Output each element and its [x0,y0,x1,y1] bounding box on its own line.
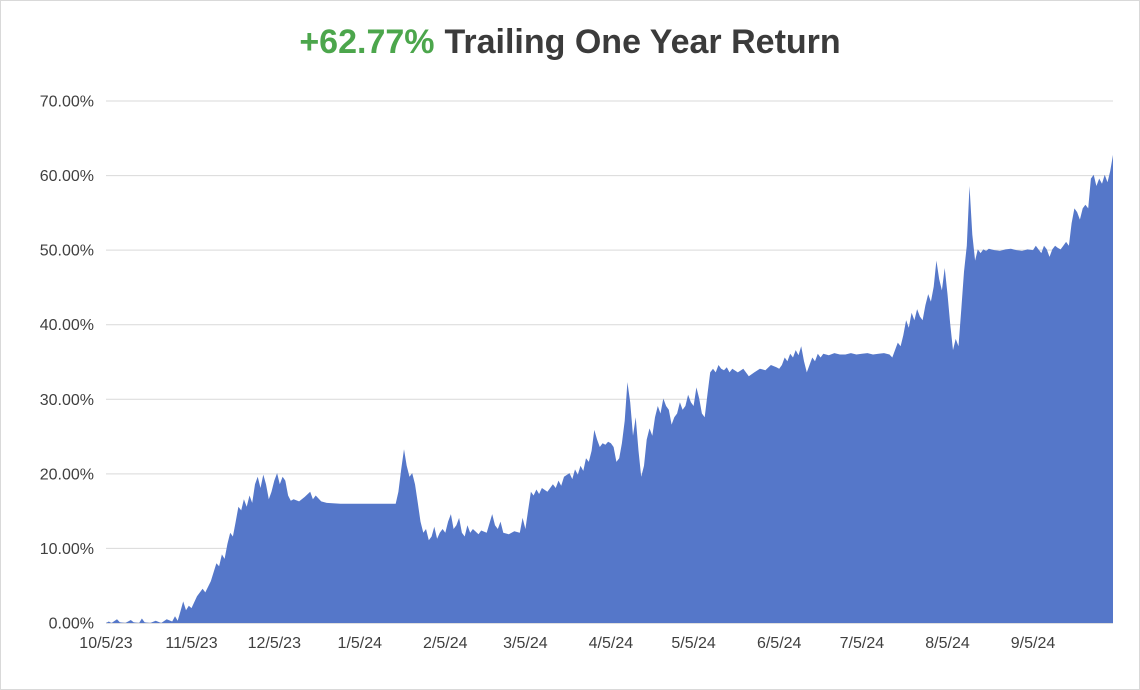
y-tick-label: 0.00% [49,616,94,633]
y-tick-label: 20.00% [40,466,94,483]
title-highlight-value: +62.77% [299,23,435,61]
x-tick-label: 6/5/24 [757,635,802,652]
y-tick-label: 10.00% [40,541,94,558]
y-tick-label: 60.00% [40,168,94,185]
x-tick-label: 10/5/23 [79,635,132,652]
x-tick-label: 8/5/24 [925,635,970,652]
x-tick-label: 4/5/24 [589,635,634,652]
title-text: Trailing One Year Return [444,23,841,61]
x-tick-label: 2/5/24 [423,635,468,652]
x-axis-labels: 10/5/23 11/5/23 12/5/23 1/5/24 2/5/24 3/5/24 4… [79,635,1055,652]
y-tick-label: 30.00% [40,392,94,409]
x-tick-label: 7/5/24 [840,635,885,652]
y-tick-label: 70.00% [40,94,94,111]
y-tick-label: 40.00% [40,317,94,334]
x-tick-label: 1/5/24 [338,635,383,652]
x-tick-label: 12/5/23 [248,635,301,652]
chart-title: +62.77% Trailing One Year Return [1,23,1139,62]
y-tick-label: 50.00% [40,243,94,260]
x-tick-label: 3/5/24 [503,635,548,652]
area-series [106,154,1113,623]
x-tick-label: 9/5/24 [1011,635,1056,652]
y-axis-labels: 0.00% 10.00% 20.00% 30.00% 40.00% 50.00% 60.00… [40,94,94,633]
x-tick-label: 5/5/24 [671,635,716,652]
x-tick-label: 11/5/23 [165,635,217,652]
